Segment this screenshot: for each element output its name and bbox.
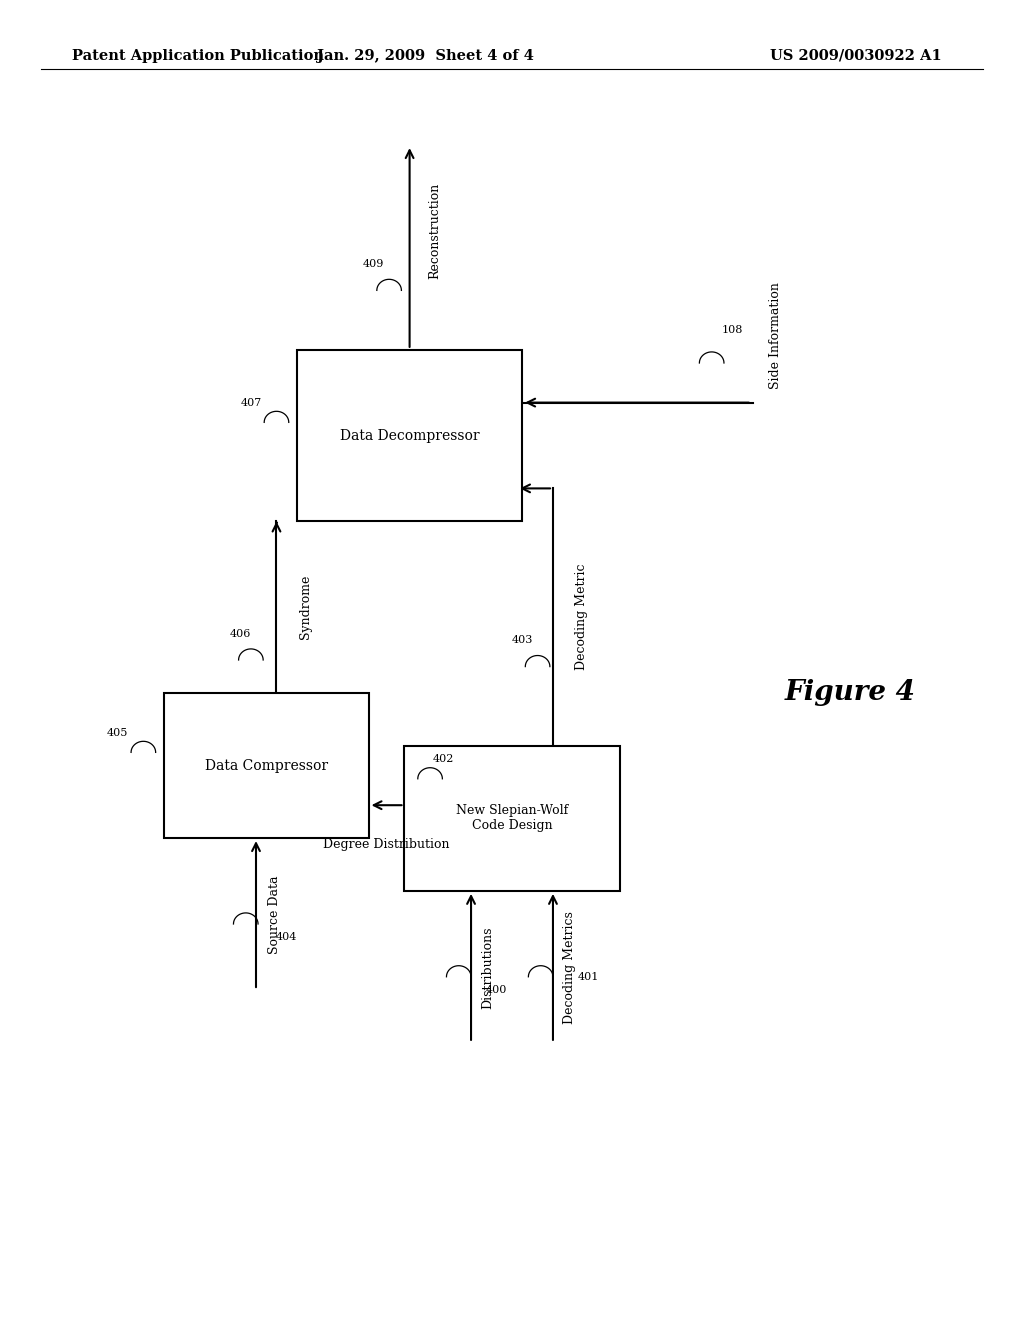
Text: 403: 403 xyxy=(512,635,532,645)
Text: Decoding Metric: Decoding Metric xyxy=(575,564,589,671)
Text: 407: 407 xyxy=(241,397,261,408)
Text: 405: 405 xyxy=(108,727,128,738)
Text: Data Compressor: Data Compressor xyxy=(205,759,328,772)
Text: 401: 401 xyxy=(579,972,599,982)
Text: 108: 108 xyxy=(722,325,742,335)
Text: Reconstruction: Reconstruction xyxy=(428,183,441,279)
Text: 400: 400 xyxy=(486,985,507,995)
Text: Patent Application Publication: Patent Application Publication xyxy=(72,49,324,63)
Text: New Slepian-Wolf
Code Design: New Slepian-Wolf Code Design xyxy=(456,804,568,833)
Bar xyxy=(404,746,620,891)
Text: Jan. 29, 2009  Sheet 4 of 4: Jan. 29, 2009 Sheet 4 of 4 xyxy=(316,49,534,63)
Text: 402: 402 xyxy=(433,754,454,764)
Text: 409: 409 xyxy=(364,259,384,269)
Text: Syndrome: Syndrome xyxy=(299,576,312,639)
Text: Source Data: Source Data xyxy=(268,875,281,954)
Text: Decoding Metrics: Decoding Metrics xyxy=(563,911,575,1024)
Text: Side Information: Side Information xyxy=(769,282,781,389)
Bar xyxy=(297,350,522,521)
Text: US 2009/0030922 A1: US 2009/0030922 A1 xyxy=(770,49,942,63)
Text: Data Decompressor: Data Decompressor xyxy=(340,429,479,442)
Text: Figure 4: Figure 4 xyxy=(784,680,915,706)
Text: 406: 406 xyxy=(230,628,251,639)
Text: Degree Distribution: Degree Distribution xyxy=(324,838,450,851)
Bar xyxy=(164,693,369,838)
Text: Distributions: Distributions xyxy=(481,927,494,1008)
Text: 404: 404 xyxy=(276,932,297,942)
